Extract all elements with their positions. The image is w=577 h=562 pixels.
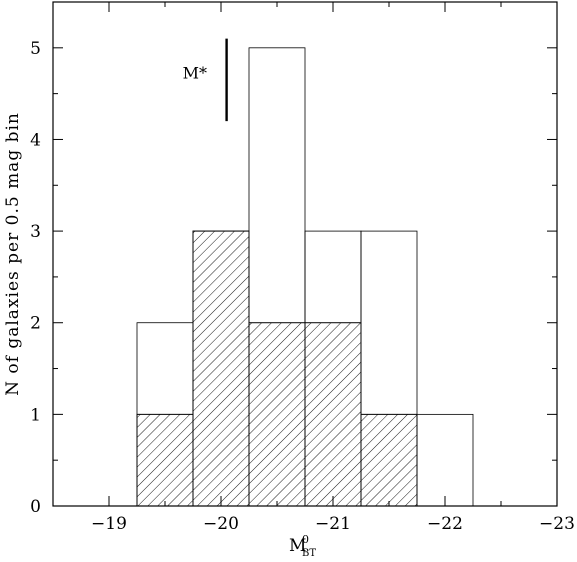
- x-axis-label-sup: 0: [302, 533, 309, 546]
- y-axis-label: N of galaxies per 0.5 mag bin: [3, 112, 23, 396]
- x-axis-label-sub: BT: [302, 548, 316, 559]
- x-tick-label: −22: [427, 514, 463, 534]
- hatched-bar: [136, 413, 194, 507]
- plot-frame: [52, 1, 558, 507]
- y-tick-label: 3: [30, 222, 41, 242]
- x-tick-labels: −19 −20 −21 −22 −23: [91, 514, 575, 534]
- hatched-bar: [304, 322, 362, 507]
- x-tick-label: −23: [539, 514, 575, 534]
- m-star-label: M*: [183, 64, 207, 83]
- y-tick-labels: 0 1 2 3 4 5: [30, 39, 41, 517]
- x-tick-label: −19: [91, 514, 127, 534]
- y-tick-label: 1: [30, 405, 41, 425]
- y-tick-label: 4: [30, 130, 41, 150]
- histogram-bars: [136, 47, 474, 507]
- y-tick-label: 5: [30, 39, 41, 59]
- axis-ticks: [52, 1, 558, 507]
- x-axis-label-main: M: [289, 536, 306, 556]
- x-tick-label: −21: [315, 514, 351, 534]
- annotation-layer: M*: [183, 38, 228, 122]
- x-axis-label: M 0 BT: [289, 533, 316, 559]
- hatched-bar: [360, 413, 418, 507]
- x-tick-label: −20: [203, 514, 239, 534]
- y-tick-label: 0: [30, 497, 41, 517]
- open-bar: [416, 413, 474, 507]
- hatched-bar: [248, 322, 306, 507]
- hatched-bar: [192, 230, 250, 507]
- y-tick-label: 2: [30, 314, 41, 334]
